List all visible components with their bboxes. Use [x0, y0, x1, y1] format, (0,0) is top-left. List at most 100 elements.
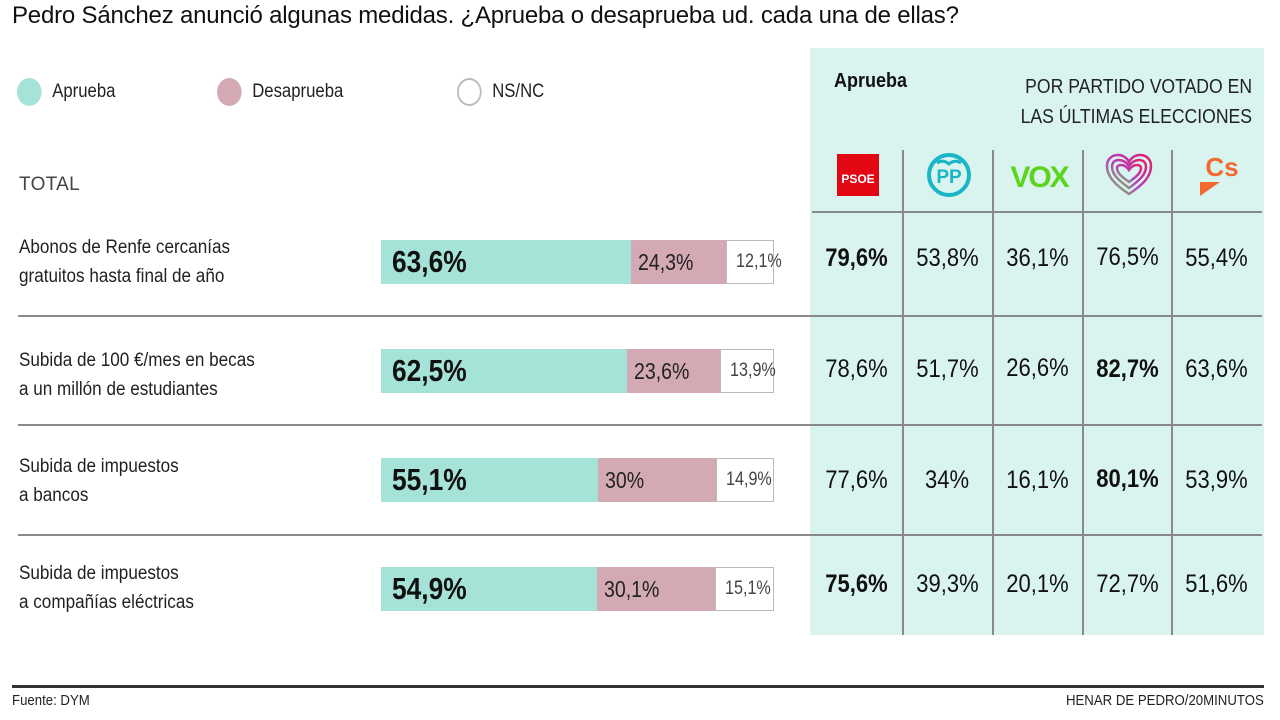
party-value: 80,1%	[1096, 465, 1159, 493]
cs-logo-text: Cs	[1205, 152, 1238, 182]
party-value: 76,5%	[1096, 243, 1159, 271]
party-cell: 20,1%	[993, 570, 1082, 599]
bar-label-desaprueba: 30,1%	[604, 575, 660, 602]
chart-title: Pedro Sánchez anunció algunas medidas. ¿…	[12, 2, 959, 29]
row-divider	[18, 534, 1262, 536]
bar-label-aprueba: 62,5%	[392, 353, 467, 388]
bar-segment-aprueba: 63,6%	[381, 240, 631, 284]
legend-label: NS/NC	[492, 81, 545, 102]
bar-label-nsnc: 13,9%	[730, 360, 776, 381]
party-cell: 76,5%	[1083, 243, 1172, 272]
party-value: 51,6%	[1185, 570, 1248, 598]
column-divider	[902, 150, 904, 635]
panel-heading: Aprueba	[834, 70, 908, 92]
party-cell: 51,6%	[1172, 570, 1261, 599]
party-cell: 80,1%	[1083, 465, 1172, 494]
party-cell: 34%	[903, 466, 992, 495]
panel-subheading: POR PARTIDO VOTADO EN LAS ÚLTIMAS ELECCI…	[1021, 72, 1252, 132]
party-value: 20,1%	[1006, 570, 1069, 598]
party-cell: 36,1%	[993, 244, 1082, 273]
party-cell: 51,7%	[903, 355, 992, 384]
footer-source: Fuente: DYM	[12, 692, 90, 709]
bar-label-desaprueba: 23,6%	[634, 357, 690, 384]
party-cell: 55,4%	[1172, 244, 1261, 273]
panel-subheading-line1: POR PARTIDO VOTADO EN	[1025, 76, 1252, 98]
stacked-bar: 63,6% 24,3% 12,1%	[381, 240, 782, 284]
bar-segment-nsnc: 15,1%	[715, 567, 774, 611]
legend-swatch-nsnc	[457, 78, 482, 106]
bar-segment-desaprueba: 23,6%	[627, 349, 720, 393]
bar-segment-nsnc: 13,9%	[720, 349, 776, 393]
party-cell: 53,8%	[903, 244, 992, 273]
footer-credit: HENAR DE PEDRO/20MINUTOS	[1066, 692, 1264, 709]
legend-item-desaprueba: Desaprueba	[217, 78, 343, 106]
row-label-line1: Subida de 100 €/mes en becas	[19, 350, 255, 371]
party-value: 77,6%	[825, 466, 888, 494]
party-value: 39,3%	[916, 570, 979, 598]
party-value: 55,4%	[1185, 244, 1248, 272]
vox-logo-icon: VOX	[1010, 161, 1071, 194]
party-logo-cs: Cs	[1174, 152, 1263, 198]
party-value: 26,6%	[1006, 354, 1069, 382]
party-logo-pp: PP	[904, 152, 993, 198]
party-logo-sumar	[1084, 152, 1173, 198]
bar-segment-nsnc: 12,1%	[726, 240, 782, 284]
party-cell: 75,6%	[812, 570, 901, 599]
heart-logo-icon	[1105, 153, 1152, 196]
panel-subheading-line2: LAS ÚLTIMAS ELECCIONES	[1020, 106, 1252, 128]
party-cell: 53,9%	[1172, 466, 1261, 495]
row-divider	[18, 315, 1262, 317]
bar-label-aprueba: 63,6%	[392, 244, 467, 279]
party-value: 75,6%	[825, 570, 888, 598]
pp-logo-icon: PP	[926, 153, 971, 197]
stacked-bar: 54,9% 30,1% 15,1%	[381, 567, 774, 611]
party-value: 78,6%	[825, 355, 888, 383]
legend-label: Aprueba	[52, 81, 116, 102]
party-value: 34%	[925, 466, 970, 494]
party-cell: 78,6%	[812, 355, 901, 384]
footer-divider	[12, 685, 1264, 688]
stacked-bar: 55,1% 30% 14,9%	[381, 458, 774, 502]
legend-item-aprueba: Aprueba	[17, 78, 115, 106]
party-cell: 72,7%	[1083, 570, 1172, 599]
total-label: TOTAL	[19, 174, 80, 195]
row-label-line2: a un millón de estudiantes	[19, 379, 218, 400]
column-divider	[1171, 150, 1173, 635]
row-label-line1: Subida de impuestos	[19, 456, 179, 477]
bar-label-nsnc: 14,9%	[726, 469, 772, 490]
legend-item-nsnc: NS/NC	[457, 78, 544, 106]
party-cell: 26,6%	[993, 354, 1082, 383]
party-panel	[810, 48, 1264, 635]
party-cell: 79,6%	[812, 244, 901, 273]
row-label: Subida de impuestos a bancos	[19, 452, 179, 510]
bar-segment-nsnc: 14,9%	[716, 458, 774, 502]
party-value: 16,1%	[1006, 466, 1069, 494]
column-divider	[992, 150, 994, 635]
party-value: 53,9%	[1185, 466, 1248, 494]
bar-segment-aprueba: 62,5%	[381, 349, 627, 393]
bar-segment-desaprueba: 24,3%	[631, 240, 726, 284]
row-label-line1: Subida de impuestos	[19, 563, 179, 584]
panel-header-divider	[812, 211, 1262, 213]
row-divider	[18, 424, 1262, 426]
bar-segment-aprueba: 54,9%	[381, 567, 597, 611]
bar-label-nsnc: 12,1%	[736, 251, 782, 272]
party-cell: 63,6%	[1172, 355, 1261, 384]
legend-swatch-desaprueba	[217, 78, 242, 106]
party-value: 79,6%	[825, 244, 888, 272]
party-value: 72,7%	[1096, 570, 1159, 598]
row-label-line2: a bancos	[19, 485, 89, 506]
party-value: 53,8%	[916, 244, 979, 272]
bar-label-desaprueba: 24,3%	[638, 248, 694, 275]
psoe-logo-text: PSOE	[841, 172, 874, 186]
stacked-bar: 62,5% 23,6% 13,9%	[381, 349, 776, 393]
row-label-line2: gratuitos hasta final de año	[19, 266, 225, 287]
pp-logo-text: PP	[936, 167, 962, 188]
row-label-line2: a compañías eléctricas	[19, 592, 194, 613]
party-value: 63,6%	[1185, 355, 1248, 383]
bar-label-aprueba: 55,1%	[392, 462, 467, 497]
row-label: Subida de 100 €/mes en becas a un millón…	[19, 346, 255, 404]
party-cell: 82,7%	[1083, 355, 1172, 384]
bar-label-nsnc: 15,1%	[725, 578, 771, 599]
bar-segment-aprueba: 55,1%	[381, 458, 598, 502]
